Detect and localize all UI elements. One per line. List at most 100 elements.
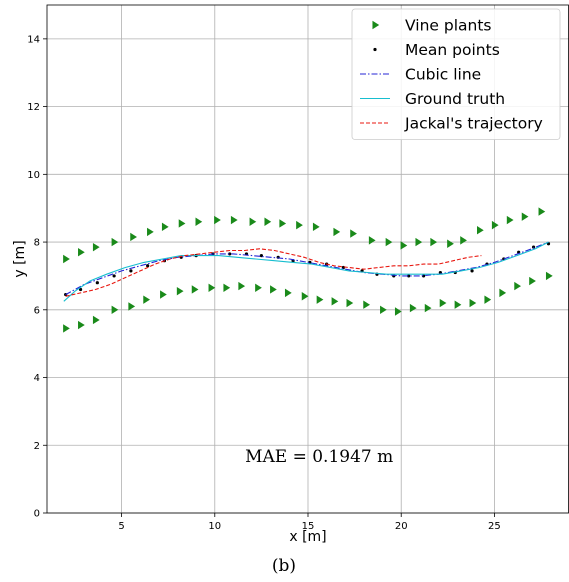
series-jackal-s-trajectory	[65, 248, 482, 297]
vine-plant-marker	[380, 305, 387, 314]
vine-plant-marker	[130, 232, 137, 242]
legend: Vine plants Mean points Cubic line Ground t…	[351, 8, 561, 140]
mean-point-marker	[112, 274, 116, 278]
vine-plant-marker	[161, 222, 169, 232]
vine-plant-marker	[430, 237, 438, 247]
mean-point-marker	[146, 264, 150, 268]
vine-plant-marker	[147, 227, 154, 237]
vine-plant-marker	[385, 237, 393, 247]
vine-plant-marker	[312, 222, 320, 232]
vine-plant-marker	[63, 254, 70, 264]
series-vine-plants	[63, 207, 553, 333]
y-tick-label: 6	[34, 305, 40, 316]
series-line-ground-truth	[63, 241, 549, 302]
vine-plant-marker	[506, 215, 514, 225]
legend-box	[351, 8, 561, 140]
vine-plant-marker	[454, 300, 462, 309]
vine-plant-marker	[214, 215, 221, 225]
y-tick-label: 8	[34, 238, 40, 249]
vine-plant-marker	[409, 303, 417, 313]
series-line-jackal-s-trajectory	[65, 248, 482, 297]
legend-label: Jackal's trajectory	[404, 115, 543, 133]
vine-plant-marker	[223, 283, 231, 292]
vine-plant-marker	[111, 305, 119, 314]
vine-plant-marker	[284, 288, 292, 298]
vine-plant-marker	[296, 220, 303, 230]
vine-plant-marker	[447, 239, 454, 248]
vine-plant-marker	[249, 217, 257, 226]
vine-plant-marker	[350, 229, 357, 238]
mean-point-marker	[78, 287, 83, 292]
vine-plant-marker	[230, 215, 238, 225]
vine-plant-marker	[529, 276, 536, 286]
legend-item: Ground truth	[360, 90, 505, 108]
vine-plant-marker	[191, 285, 199, 294]
vine-plant-marker	[279, 219, 287, 228]
legend-item: Jackal's trajectory	[360, 115, 543, 133]
vine-plant-marker	[208, 283, 216, 292]
legend-label: Vine plants	[405, 17, 491, 35]
vine-plant-marker	[255, 283, 262, 292]
vine-plant-marker	[469, 298, 477, 308]
y-tick-label: 4	[34, 373, 40, 384]
tick-layer: 5 10 15 20 25 0 2 4 6 8 10 12 14	[27, 34, 501, 532]
vine-plant-marker	[270, 285, 277, 294]
vine-plant-marker	[394, 307, 402, 316]
mean-point-marker	[228, 252, 232, 256]
vine-plant-marker	[78, 320, 85, 330]
legend-swatch-mean-marker	[373, 47, 377, 52]
legend-item: Cubic line	[360, 66, 481, 84]
vine-plant-marker	[363, 300, 370, 309]
y-tick-label: 12	[27, 102, 40, 113]
y-tick-label: 14	[27, 34, 40, 45]
y-tick-label: 0	[34, 509, 40, 520]
y-tick-label: 2	[34, 441, 40, 452]
vine-plant-marker	[400, 241, 408, 250]
legend-item: Vine plants	[372, 17, 491, 35]
vine-plant-marker	[178, 219, 186, 228]
vine-plant-marker	[491, 220, 499, 230]
vine-plant-marker	[346, 298, 354, 308]
legend-label: Ground truth	[405, 90, 505, 108]
mean-point-marker	[407, 274, 411, 278]
x-axis-label: x [m]	[289, 529, 326, 545]
mean-point-marker	[308, 260, 312, 264]
series-ground-truth	[63, 241, 549, 302]
figure-caption: (b)	[272, 556, 296, 576]
x-tick-label: 25	[488, 521, 501, 532]
vine-plant-marker	[92, 315, 100, 325]
vine-plant-marker	[368, 236, 376, 245]
vine-plant-marker	[476, 226, 484, 235]
x-tick-label: 5	[118, 521, 124, 532]
vine-plant-marker	[331, 297, 339, 306]
legend-swatch-vine-marker	[372, 20, 380, 30]
x-tick-label: 20	[395, 521, 408, 532]
series-cubic-line	[65, 241, 549, 296]
vine-plant-marker	[538, 207, 546, 216]
series-layer	[63, 207, 553, 333]
mean-point-marker	[95, 281, 99, 285]
vine-plant-marker	[264, 217, 272, 226]
vine-plant-marker	[301, 292, 309, 301]
mean-point-marker	[470, 269, 474, 273]
mean-point-marker	[129, 269, 133, 273]
vine-plant-marker	[499, 288, 507, 298]
vine-plant-marker	[63, 324, 70, 333]
vine-plant-marker	[316, 295, 324, 304]
vine-plant-marker	[415, 237, 423, 247]
vine-plant-marker	[514, 281, 521, 291]
vine-plant-marker	[424, 303, 432, 313]
series-mean-points	[64, 242, 551, 297]
x-tick-label: 10	[208, 521, 221, 532]
vine-plant-marker	[92, 242, 100, 252]
legend-item: Mean points	[373, 41, 500, 59]
legend-label: Cubic line	[405, 66, 481, 84]
vine-plant-marker	[111, 237, 119, 247]
legend-label: Mean points	[405, 41, 500, 59]
x-tick-label: 15	[302, 521, 315, 532]
vine-plant-marker	[238, 281, 246, 291]
y-axis-label: y [m]	[12, 240, 28, 277]
vine-plant-marker	[195, 217, 203, 226]
